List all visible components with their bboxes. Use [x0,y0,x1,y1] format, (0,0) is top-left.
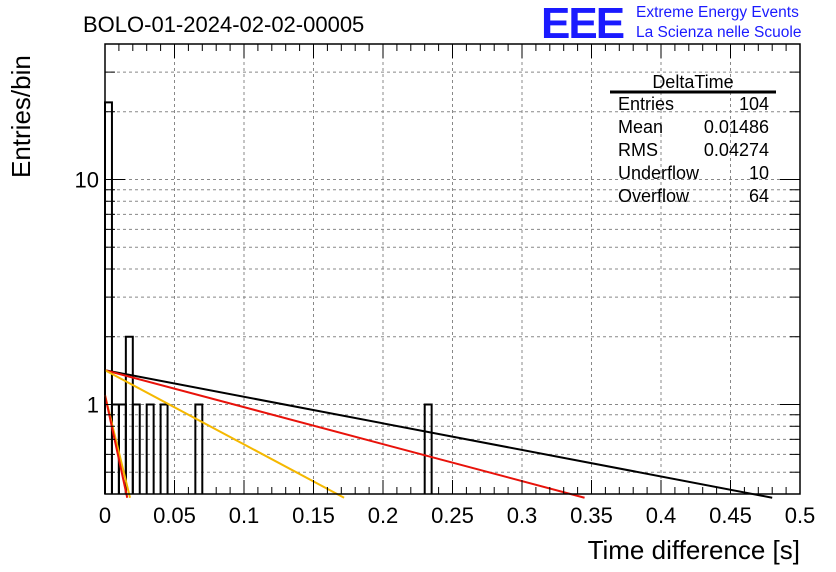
x-tick-label: 0.05 [153,503,196,528]
stats-box: DeltaTime Entries 104 Mean 0.01486 RMS 0.0427… [610,72,776,206]
stats-row-label: Underflow [618,163,700,183]
x-tick-label: 0.45 [709,503,752,528]
stats-box-title: DeltaTime [652,72,733,92]
stats-row-label: Mean [618,117,663,137]
stats-row-value: 64 [749,186,769,206]
x-tick-label: 0.3 [507,503,538,528]
y-axis-label: Entries/bin [6,55,36,178]
stats-row-label: RMS [618,140,658,160]
logo-line-2: La Scienza nelle Scuole [636,24,802,41]
x-tick-label: 0.2 [368,503,399,528]
y-tick-label: 1 [87,392,99,417]
fit-lines [104,369,773,499]
stats-row-value: 104 [739,94,769,114]
fit-line [104,369,773,499]
eee-logo: EEE [541,0,625,48]
stats-row-value: 0.04274 [704,140,769,160]
fit-line [104,394,129,498]
x-axis-label: Time difference [s] [588,535,800,565]
histogram-bar [159,403,169,494]
fit-line [104,369,345,499]
x-tick-label: 0 [99,503,111,528]
x-tick-label: 0.1 [229,503,260,528]
x-tick-label: 0.4 [646,503,677,528]
x-tick-label: 0.35 [570,503,613,528]
histogram-bar [145,403,155,494]
fit-line [104,369,585,499]
y-tick-label: 10 [75,167,99,192]
histogram-bar [194,403,204,494]
x-tick-label: 0.25 [431,503,474,528]
histogram-bar [423,403,433,494]
x-tick-label: 0.5 [785,503,816,528]
histogram-bar [131,403,141,494]
stats-box-rows: Entries 104 Mean 0.01486 RMS 0.04274Underflow… [618,94,769,206]
x-tick-label: 0.15 [292,503,335,528]
histogram-bar [124,335,134,494]
stats-row-value: 10 [749,163,769,183]
histogram-bar [104,101,113,494]
stats-row-label: Overflow [618,186,690,206]
x-tick-labels: 0 0.05 0.1 0.15 0.2 0.25 0.3 0.35 0.4 0.45 0.5 [99,503,815,528]
plot-title: BOLO-01-2024-02-02-00005 [83,12,365,37]
stats-row-label: Entries [618,94,674,114]
logo-line-1: Extreme Energy Events [636,4,799,21]
y-tick-labels: 1 10 [75,167,99,417]
grid-lines [105,44,800,494]
stats-row-value: 0.01486 [704,117,769,137]
axis-ticks [104,44,801,494]
